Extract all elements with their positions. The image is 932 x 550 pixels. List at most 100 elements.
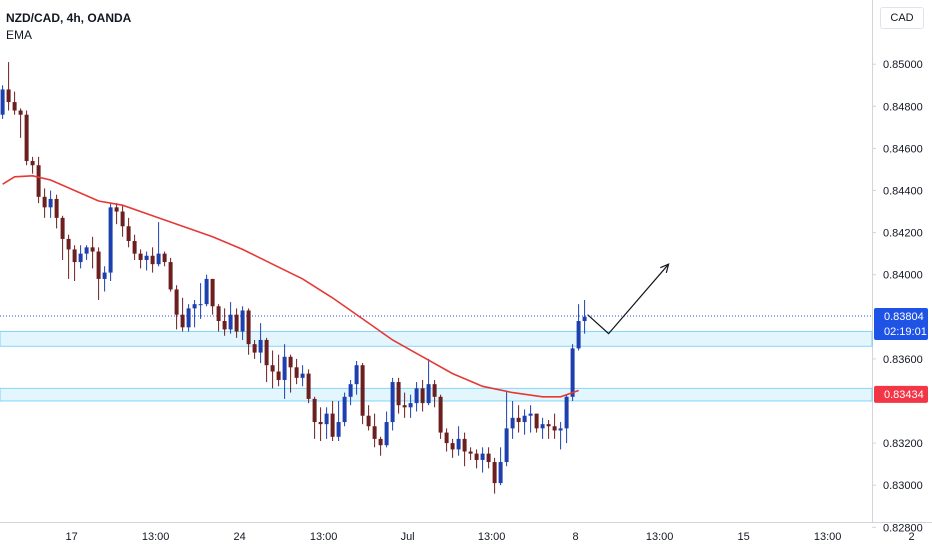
candle-body xyxy=(306,373,311,399)
candle-body xyxy=(480,453,485,460)
candle-body xyxy=(12,102,17,111)
candle-body xyxy=(198,304,203,306)
time-tick-label: 13:00 xyxy=(814,531,842,543)
candle-body xyxy=(360,365,365,416)
candle-body xyxy=(552,426,557,431)
time-tick-label: Jul xyxy=(401,531,415,543)
candle xyxy=(222,308,227,336)
candle xyxy=(336,401,341,441)
indicator-label[interactable]: EMA xyxy=(6,28,33,42)
candle-body xyxy=(162,253,167,263)
candle-body xyxy=(324,413,329,425)
price-tick-label: 0.84200 xyxy=(883,228,923,240)
candle xyxy=(6,62,11,111)
candle xyxy=(216,304,221,332)
candle xyxy=(246,308,251,355)
candle-body xyxy=(504,428,509,463)
candle-body xyxy=(522,415,527,423)
marked-level-tag xyxy=(874,385,928,403)
candle-body xyxy=(282,356,287,380)
projection-path[interactable] xyxy=(587,263,670,335)
candle xyxy=(120,205,125,237)
candle xyxy=(312,396,317,439)
candle-body xyxy=(342,396,347,423)
time-axis[interactable]: 17 13:00 24 13:00 Jul 13:00 8 13:00 15 13:00 2 xyxy=(65,531,914,543)
support-zone-1 xyxy=(0,331,873,347)
time-tick-label: 13:00 xyxy=(310,531,338,543)
candle xyxy=(24,110,29,166)
candle xyxy=(42,188,47,218)
candle-body xyxy=(42,196,47,208)
candle xyxy=(540,417,545,439)
candle xyxy=(450,438,455,458)
candle xyxy=(534,413,539,433)
candle xyxy=(498,447,503,486)
candle xyxy=(234,308,239,338)
last-price-value: 0.83804 xyxy=(884,311,924,323)
price-tick-label: 0.84600 xyxy=(883,143,923,155)
ema-series xyxy=(2,174,579,398)
candle xyxy=(168,257,173,292)
candle xyxy=(576,304,581,351)
candle xyxy=(552,413,557,439)
candle-body xyxy=(186,308,191,328)
price-tick-label: 0.83600 xyxy=(883,354,923,366)
candle-body xyxy=(318,422,323,425)
projection-arrowhead xyxy=(660,263,670,274)
candle xyxy=(366,405,371,431)
candle-body xyxy=(126,226,131,242)
candle-body xyxy=(372,426,377,439)
price-axis[interactable]: 0.85000 0.84800 0.84600 0.84400 0.84200 0.840… xyxy=(872,59,923,534)
candle-body xyxy=(96,251,101,279)
candle xyxy=(462,432,467,467)
candle-body xyxy=(462,438,467,452)
candle-body xyxy=(498,462,503,484)
candle xyxy=(582,299,587,334)
candle xyxy=(348,379,353,406)
candle xyxy=(30,156,35,174)
candle xyxy=(144,251,149,271)
marked-level-value: 0.83434 xyxy=(884,389,924,401)
currency-button[interactable]: CAD xyxy=(880,7,924,29)
candle-body xyxy=(192,304,197,309)
candle xyxy=(276,354,281,387)
candle xyxy=(270,350,275,389)
projection-drawing[interactable] xyxy=(587,263,670,335)
price-tick-label: 0.83200 xyxy=(883,438,923,450)
candle xyxy=(516,405,521,433)
candle-body xyxy=(486,453,491,463)
countdown-timer: 02:19:01 xyxy=(884,326,927,338)
candle-body xyxy=(336,422,341,437)
candle-body xyxy=(78,253,83,263)
candle xyxy=(186,304,191,332)
candle-body xyxy=(420,388,425,404)
candle xyxy=(252,339,257,359)
candle xyxy=(474,449,479,469)
candle xyxy=(0,85,5,119)
candle-body xyxy=(444,432,449,444)
candle xyxy=(546,419,551,439)
candle xyxy=(306,369,311,404)
candle-body xyxy=(66,238,71,250)
candle-body xyxy=(222,321,227,330)
candle-body xyxy=(474,453,479,460)
candle xyxy=(126,217,131,248)
candle-body xyxy=(426,384,431,404)
time-tick-label: 8 xyxy=(573,531,579,543)
pane-borders xyxy=(0,0,932,523)
symbol-title[interactable]: NZD/CAD, 4h, OANDA xyxy=(6,11,132,25)
candle-body xyxy=(378,438,383,446)
candle xyxy=(282,344,287,399)
candle-body xyxy=(228,314,233,330)
candle xyxy=(300,365,305,387)
last-price-tag xyxy=(874,307,928,340)
candle xyxy=(558,422,563,450)
candle xyxy=(468,447,473,460)
candle-body xyxy=(300,373,305,378)
candle-body xyxy=(354,365,359,385)
candle xyxy=(564,394,569,444)
candle xyxy=(378,436,383,456)
candle xyxy=(354,361,359,395)
candle-body xyxy=(24,114,29,162)
